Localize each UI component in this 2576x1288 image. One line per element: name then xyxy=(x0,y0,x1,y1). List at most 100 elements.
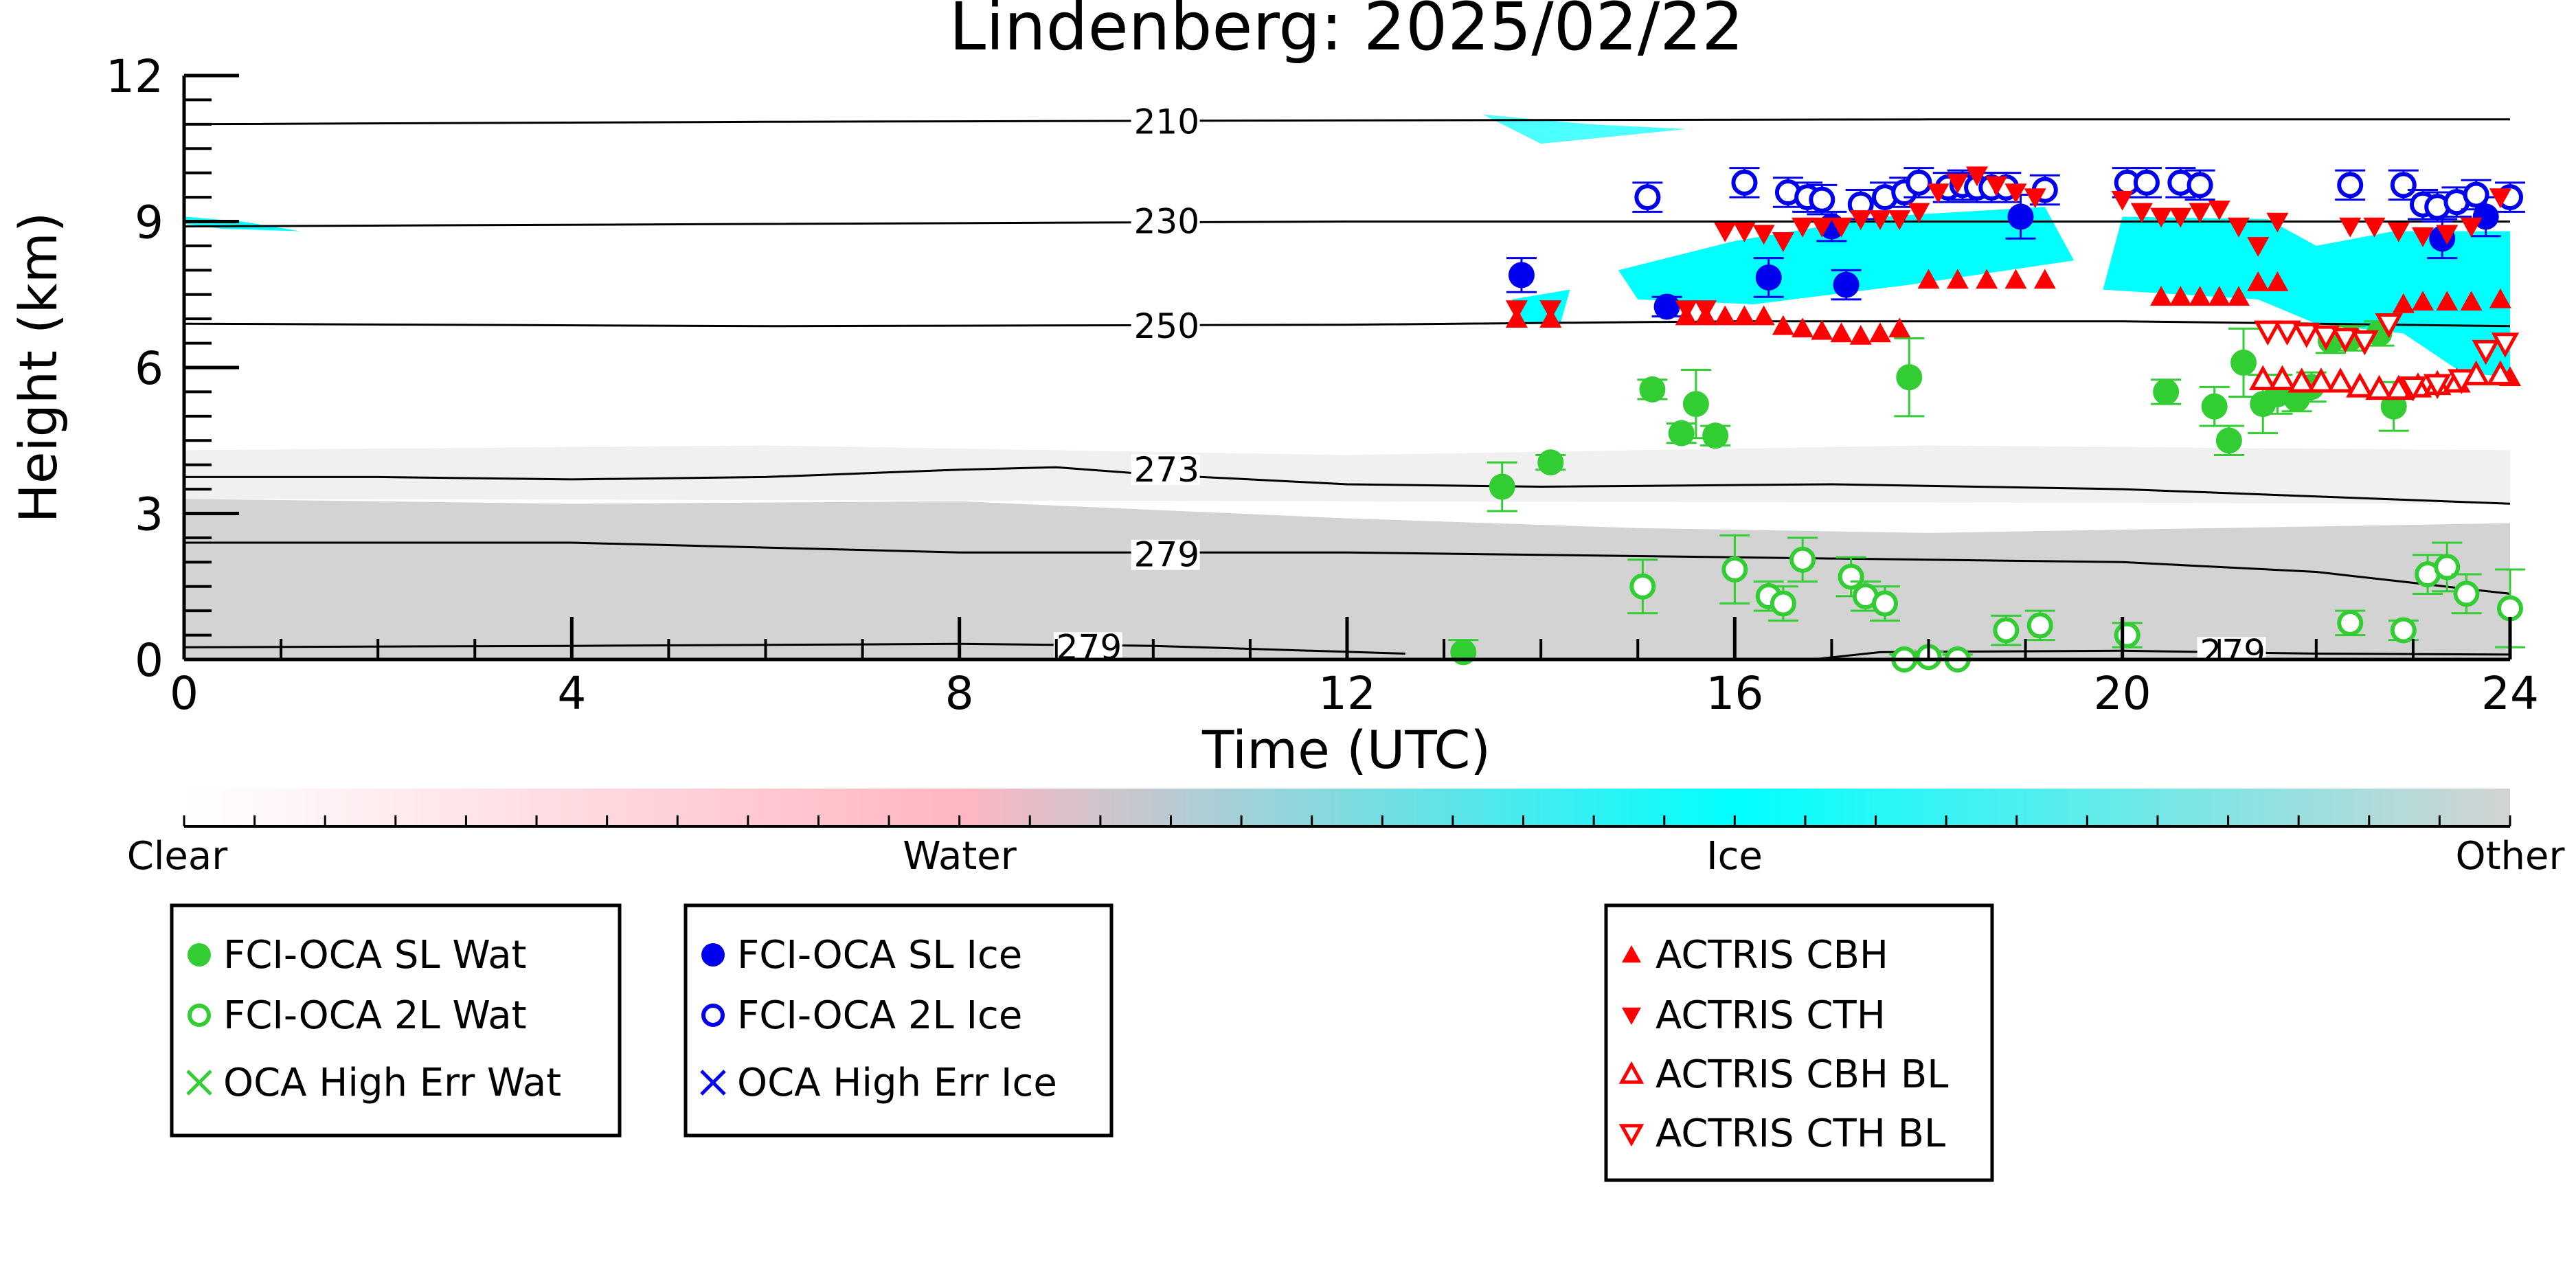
classification-colorbar: Clear Water Ice Other xyxy=(127,789,2565,879)
legend-marker-actris-cth-bl xyxy=(1618,1124,1645,1147)
marker-actris-cbh-bl-1 xyxy=(2268,365,2296,391)
marker-actris-cth-11 xyxy=(1849,210,1872,230)
legend-marker-fci-oca-2l-wat xyxy=(188,1004,211,1027)
marker-actris-cth-23 xyxy=(2150,207,2173,228)
marker-fci-oca-sl-wat-9 xyxy=(2201,393,2228,420)
y-tick-label-2: 6 xyxy=(135,342,163,395)
marker-actris-cth-20 xyxy=(2024,188,2046,209)
isotherm-line-2 xyxy=(184,320,2510,328)
marker-actris-cth-19 xyxy=(2004,183,2027,203)
x-tick-label-0: 0 xyxy=(170,667,199,720)
isotherm-label-bg-5 xyxy=(1053,632,1122,659)
ice-cloud-region-2 xyxy=(2103,216,2510,378)
series-actris-cth-bl xyxy=(2254,313,2520,402)
marker-actris-cth-bl-5 xyxy=(2351,330,2379,356)
marker-actris-cth-bl-7 xyxy=(2399,376,2428,402)
legend-ice-frame xyxy=(683,903,1114,1138)
marker-fci-oca-2l-wat-17 xyxy=(2434,554,2461,580)
isotherm-label-bg-1 xyxy=(1131,206,1200,237)
marker-fci-oca-sl-wat-3 xyxy=(1639,376,1666,403)
marker-fci-oca-2l-ice-4 xyxy=(1809,186,1835,213)
marker-actris-cth-bl-11 xyxy=(2491,332,2520,358)
ice-cloud-region-1 xyxy=(1618,207,2075,304)
marker-actris-cbh-6 xyxy=(1752,305,1775,326)
marker-actris-cbh-20 xyxy=(2169,286,2192,306)
isotherm-label-6: 279 xyxy=(2200,632,2266,672)
marker-actris-cbh-24 xyxy=(2247,271,2270,291)
marker-actris-cbh-16 xyxy=(1976,269,1998,289)
x-tick-label-5: 20 xyxy=(2094,667,2151,720)
isotherm-line-1 xyxy=(184,221,2510,228)
marker-actris-cbh-22 xyxy=(2208,286,2230,306)
marker-fci-oca-2l-wat-7 xyxy=(1872,590,1899,617)
ice-cloud-region-5 xyxy=(1482,114,1686,144)
x-tick-label-1: 4 xyxy=(557,667,586,720)
marker-actris-cth-bl-4 xyxy=(2331,328,2360,353)
marker-actris-cbh-8 xyxy=(1792,317,1814,338)
marker-fci-oca-sl-wat-5 xyxy=(1682,391,1709,418)
marker-actris-cbh-14 xyxy=(1917,269,1940,289)
marker-fci-oca-2l-ice-24 xyxy=(2463,181,2489,208)
marker-fci-oca-sl-ice-5 xyxy=(2007,203,2034,230)
isotherm-label-2: 250 xyxy=(1134,306,1199,346)
legend-water: FCI-OCA SL Wat FCI-OCA 2L Wat OCA High E… xyxy=(170,903,622,1138)
series-actris-cth xyxy=(1505,166,2511,320)
marker-actris-cth-27 xyxy=(2227,217,2250,238)
isotherm-label-0: 210 xyxy=(1134,102,1199,142)
isotherm-label-bg-2 xyxy=(1131,310,1200,341)
marker-actris-cth-2 xyxy=(1675,300,1697,320)
marker-fci-oca-2l-wat-14 xyxy=(2337,609,2364,636)
isotherm-line-3 xyxy=(184,466,2510,505)
legend-water-item-1: FCI-OCA SL Wat xyxy=(223,933,527,978)
legend-actris-item-1: ACTRIS CBH xyxy=(1656,933,1888,978)
marker-fci-oca-2l-wat-15 xyxy=(2390,617,2417,644)
marker-fci-oca-sl-wat-0 xyxy=(1450,639,1477,666)
isotherm-label-4: 279 xyxy=(1134,535,1199,575)
marker-fci-oca-sl-wat-8 xyxy=(2153,379,2180,405)
marker-fci-oca-sl-wat-7 xyxy=(1896,364,1923,391)
ice-cloud-region-3 xyxy=(1511,289,1570,324)
marker-fci-oca-2l-wat-18 xyxy=(2453,580,2480,607)
colorbar-label-ice: Ice xyxy=(1706,834,1763,879)
legend-ice: FCI-OCA SL Ice FCI-OCA 2L Ice OCA High E… xyxy=(683,903,1114,1138)
series-fci-oca-sl-ice xyxy=(1506,194,2501,320)
isotherm-label-bg-4 xyxy=(1131,539,1200,570)
marker-actris-cth-3 xyxy=(1695,300,1717,320)
marker-actris-cth-15 xyxy=(1927,183,1950,203)
marker-actris-cbh-bl-0 xyxy=(2248,365,2277,391)
marker-actris-cbh-bl-2 xyxy=(2287,368,2316,393)
marker-actris-cth-31 xyxy=(2363,217,2386,238)
marker-actris-cbh-15 xyxy=(1946,269,1969,289)
marker-actris-cbh-23 xyxy=(2227,286,2250,306)
marker-actris-cth-14 xyxy=(1908,203,1930,223)
marker-actris-cth-26 xyxy=(2208,200,2230,221)
marker-actris-cth-5 xyxy=(1733,222,1756,242)
y-tick-label-4: 12 xyxy=(106,50,163,103)
y-tick-label-1: 3 xyxy=(135,488,163,541)
marker-actris-cbh-13 xyxy=(1888,317,1911,338)
series-markers xyxy=(1448,166,2525,673)
legend-marker-oca-high-err-wat xyxy=(186,1070,212,1096)
low-level-other-region xyxy=(184,499,2510,659)
marker-actris-cth-9 xyxy=(1811,217,1833,238)
colorbar-gradient xyxy=(184,789,2510,826)
marker-actris-cbh-5 xyxy=(1733,305,1756,326)
colorbar-label-other: Other xyxy=(2455,834,2565,879)
marker-fci-oca-2l-ice-0 xyxy=(1634,184,1661,211)
legend-marker-actris-cbh xyxy=(1622,945,1641,963)
marker-actris-cbh-19 xyxy=(2150,286,2173,306)
marker-fci-oca-2l-ice-18 xyxy=(2187,172,2213,199)
marker-actris-cth-bl-3 xyxy=(2312,325,2340,351)
legend-actris-item-4: ACTRIS CTH BL xyxy=(1656,1111,1945,1156)
y-tick-label-0: 0 xyxy=(135,634,163,687)
marker-actris-cbh-bl-6 xyxy=(2365,374,2393,400)
marker-fci-oca-2l-wat-1 xyxy=(1721,556,1748,583)
marker-actris-cbh-bl-7 xyxy=(2384,374,2413,400)
marker-actris-cbh-7 xyxy=(1772,315,1794,335)
legend-water-item-2: FCI-OCA 2L Wat xyxy=(223,993,527,1038)
x-tick-label-3: 12 xyxy=(1318,667,1376,720)
legend-actris-item-2: ACTRIS CTH xyxy=(1656,993,1886,1038)
marker-actris-cth-bl-9 xyxy=(2448,369,2476,394)
marker-actris-cth-6 xyxy=(1752,225,1775,245)
legend-marker-fci-oca-2l-ice xyxy=(701,1004,725,1027)
